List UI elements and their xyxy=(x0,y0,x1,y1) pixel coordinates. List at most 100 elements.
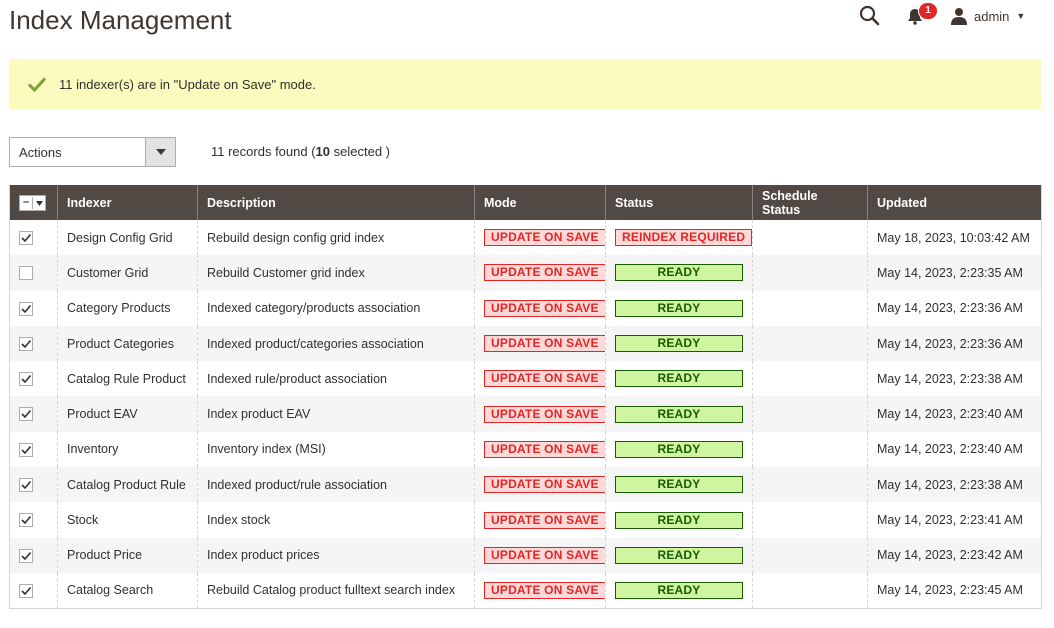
updated-cell: May 14, 2023, 2:23:36 AM xyxy=(867,290,1042,326)
mode-badge: UPDATE ON SAVE xyxy=(484,405,605,423)
table-row[interactable]: Customer Grid Rebuild Customer grid index… xyxy=(9,255,1042,291)
mode-cell: UPDATE ON SAVE xyxy=(474,290,606,326)
checkmark-icon xyxy=(21,551,32,560)
admin-user-menu[interactable]: admin ▼ xyxy=(950,4,1034,28)
grid-body: Design Config Grid Rebuild design config … xyxy=(9,220,1042,609)
chevron-down-icon: ▼ xyxy=(1016,11,1026,21)
description-cell: Indexed product/categories association xyxy=(197,325,475,362)
row-select-cell xyxy=(9,431,58,468)
status-badge: READY xyxy=(615,511,743,529)
checkmark-icon xyxy=(21,304,32,313)
updated-cell: May 14, 2023, 2:23:42 AM xyxy=(867,537,1042,573)
description-cell: Rebuild Catalog product fulltext search … xyxy=(197,572,475,609)
records-prefix: 11 records found ( xyxy=(211,144,316,159)
actions-label: Actions xyxy=(19,144,62,160)
row-checkbox[interactable] xyxy=(19,301,33,316)
row-checkbox[interactable] xyxy=(19,372,33,387)
updated-cell: May 14, 2023, 2:23:38 AM xyxy=(867,467,1042,503)
table-row[interactable]: Catalog Rule Product Indexed rule/product… xyxy=(9,361,1042,397)
status-badge: READY xyxy=(615,476,743,494)
user-name: admin xyxy=(974,8,1010,24)
checkmark-icon xyxy=(21,339,32,349)
indexer-grid: – Indexer Description Mode Status Schedu… xyxy=(9,185,1042,609)
table-row[interactable]: Category Products Indexed category/produc… xyxy=(9,290,1042,326)
schedule-status-cell xyxy=(752,537,868,573)
status-badge: READY xyxy=(615,264,743,282)
description-cell: Indexed category/products association xyxy=(197,290,475,326)
mode-badge: UPDATE ON SAVE xyxy=(484,370,605,388)
mode-cell: UPDATE ON SAVE xyxy=(474,396,606,432)
caret-down-icon xyxy=(33,197,45,209)
status-cell: READY xyxy=(605,290,753,326)
mode-cell: UPDATE ON SAVE xyxy=(474,467,606,503)
mode-badge: UPDATE ON SAVE xyxy=(484,335,605,353)
updated-cell: May 14, 2023, 2:23:40 AM xyxy=(867,431,1042,468)
indexer-cell: Customer Grid xyxy=(57,255,198,291)
column-header-updated[interactable]: Updated xyxy=(867,185,1042,220)
schedule-status-cell xyxy=(752,396,868,432)
checkmark-icon xyxy=(21,481,32,490)
column-header-schedule-status[interactable]: Schedule Status xyxy=(752,185,868,220)
column-header-status[interactable]: Status xyxy=(605,185,753,220)
search-icon[interactable] xyxy=(858,4,882,28)
actions-dropdown[interactable]: Actions xyxy=(9,137,176,167)
row-checkbox[interactable] xyxy=(19,336,33,351)
check-icon xyxy=(27,77,47,92)
status-badge: READY xyxy=(615,299,743,317)
table-row[interactable]: Product Categories Indexed product/catego… xyxy=(9,325,1042,362)
mode-cell: UPDATE ON SAVE xyxy=(474,572,606,609)
mode-badge: UPDATE ON SAVE xyxy=(484,299,605,317)
checkmark-icon xyxy=(21,516,32,525)
description-cell: Index product EAV xyxy=(197,396,475,432)
status-badge: READY xyxy=(615,405,743,423)
row-checkbox[interactable] xyxy=(19,478,33,493)
table-row[interactable]: Product EAV Index product EAV UPDATE ON SA… xyxy=(9,396,1042,432)
column-header-indexer[interactable]: Indexer xyxy=(57,185,198,220)
description-cell: Indexed product/rule association xyxy=(197,467,475,503)
notifications-button[interactable]: 1 xyxy=(906,2,938,28)
row-checkbox[interactable] xyxy=(19,583,33,598)
schedule-status-cell xyxy=(752,361,868,397)
table-row[interactable]: Design Config Grid Rebuild design config … xyxy=(9,220,1042,256)
actions-dropdown-toggle[interactable] xyxy=(145,138,175,166)
description-cell: Rebuild Customer grid index xyxy=(197,255,475,291)
row-checkbox[interactable] xyxy=(19,266,33,281)
updated-cell: May 14, 2023, 2:23:36 AM xyxy=(867,325,1042,362)
table-row[interactable]: Inventory Inventory index (MSI) UPDATE ON … xyxy=(9,431,1042,468)
row-select-cell xyxy=(9,537,58,573)
indexer-cell: Design Config Grid xyxy=(57,220,198,256)
table-row[interactable]: Catalog Search Rebuild Catalog product fu… xyxy=(9,572,1042,609)
schedule-status-cell xyxy=(752,220,868,256)
description-cell: Rebuild design config grid index xyxy=(197,220,475,256)
column-header-description[interactable]: Description xyxy=(197,185,475,220)
mode-cell: UPDATE ON SAVE xyxy=(474,502,606,538)
checkmark-icon xyxy=(21,586,32,595)
selected-count: 10 xyxy=(315,144,331,159)
schedule-status-cell xyxy=(752,572,868,609)
mass-select-header: – xyxy=(9,185,58,220)
status-cell: READY xyxy=(605,325,753,362)
status-cell: READY xyxy=(605,537,753,573)
row-checkbox[interactable] xyxy=(19,407,33,422)
indexer-cell: Catalog Rule Product xyxy=(57,361,198,397)
table-row[interactable]: Catalog Product Rule Indexed product/rule… xyxy=(9,467,1042,503)
row-checkbox[interactable] xyxy=(19,513,33,528)
row-checkbox[interactable] xyxy=(19,231,33,245)
mass-select-control[interactable]: – xyxy=(19,195,46,211)
table-row[interactable]: Stock Index stock UPDATE ON SAVE READY May 1… xyxy=(9,502,1042,538)
status-cell: READY xyxy=(605,467,753,503)
row-checkbox[interactable] xyxy=(19,442,33,457)
caret-down-icon xyxy=(155,149,166,155)
row-select-cell xyxy=(9,255,58,291)
row-select-cell xyxy=(9,325,58,362)
row-checkbox[interactable] xyxy=(19,548,33,563)
updated-cell: May 14, 2023, 2:23:41 AM xyxy=(867,502,1042,538)
status-badge: READY xyxy=(615,581,743,599)
status-cell: READY xyxy=(605,255,753,291)
status-cell: REINDEX REQUIRED xyxy=(605,220,753,256)
indexer-cell: Catalog Product Rule xyxy=(57,467,198,503)
indexer-cell: Stock xyxy=(57,502,198,538)
column-header-mode[interactable]: Mode xyxy=(474,185,606,220)
table-row[interactable]: Product Price Index product prices UPDATE … xyxy=(9,537,1042,573)
status-cell: READY xyxy=(605,431,753,468)
